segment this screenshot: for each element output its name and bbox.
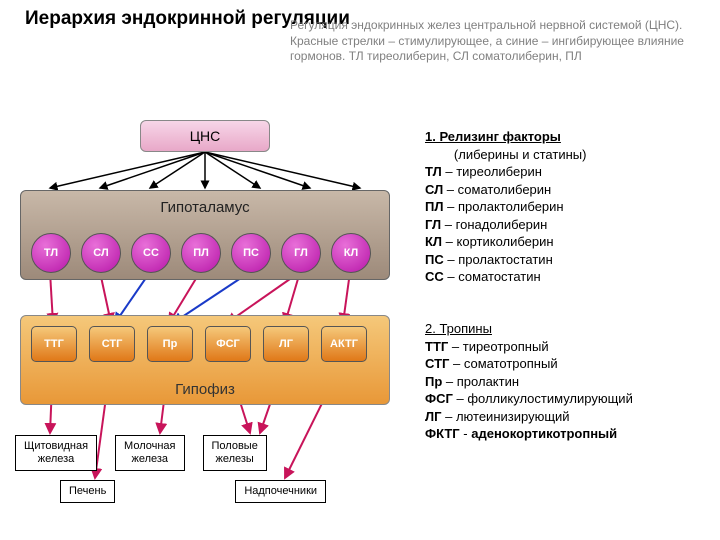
gland-box: Щитовиднаяжелеза xyxy=(15,435,97,471)
gland-box: Печень xyxy=(60,480,115,503)
tropin-row: ТТГ СТГ Пр ФСГ ЛГ АКТГ xyxy=(31,326,367,362)
tropin: ТТГ xyxy=(31,326,77,362)
hypothalamus-label: Гипоталамус xyxy=(21,199,389,216)
releasing-factor: ТЛ xyxy=(31,233,71,273)
tropin: ЛГ xyxy=(263,326,309,362)
releasing-factor: СС xyxy=(131,233,171,273)
releasing-factor: КЛ xyxy=(331,233,371,273)
cns-box: ЦНС xyxy=(140,120,270,152)
gland-box: Надпочечники xyxy=(235,480,326,503)
subtitle: Регуляция эндокринных желез центральной … xyxy=(290,18,700,65)
legend-releasing: 1. Релизинг факторы (либерины и статины)… xyxy=(425,128,705,286)
gland-row-2: Печень Надпочечники xyxy=(60,480,326,503)
gland-box: Молочнаяжелеза xyxy=(115,435,184,471)
releasing-factor: ПС xyxy=(231,233,271,273)
hypothalamus-box: Гипоталамус ТЛ СЛ СС ПЛ ПС ГЛ КЛ xyxy=(20,190,390,280)
tropin: ФСГ xyxy=(205,326,251,362)
gland-row-1: Щитовиднаяжелеза Молочнаяжелеза Половыеж… xyxy=(15,435,267,471)
pituitary-box: ТТГ СТГ Пр ФСГ ЛГ АКТГ Гипофиз xyxy=(20,315,390,405)
releasing-row: ТЛ СЛ СС ПЛ ПС ГЛ КЛ xyxy=(31,233,371,273)
releasing-factor: ГЛ xyxy=(281,233,321,273)
pituitary-label: Гипофиз xyxy=(21,381,389,398)
tropin: СТГ xyxy=(89,326,135,362)
releasing-factor: ПЛ xyxy=(181,233,221,273)
releasing-factor: СЛ xyxy=(81,233,121,273)
gland-box: Половыежелезы xyxy=(203,435,267,471)
tropin: АКТГ xyxy=(321,326,367,362)
legend-tropins: 2. Тропины ТТГ – тиреотропный СТГ – сома… xyxy=(425,320,715,443)
tropin: Пр xyxy=(147,326,193,362)
